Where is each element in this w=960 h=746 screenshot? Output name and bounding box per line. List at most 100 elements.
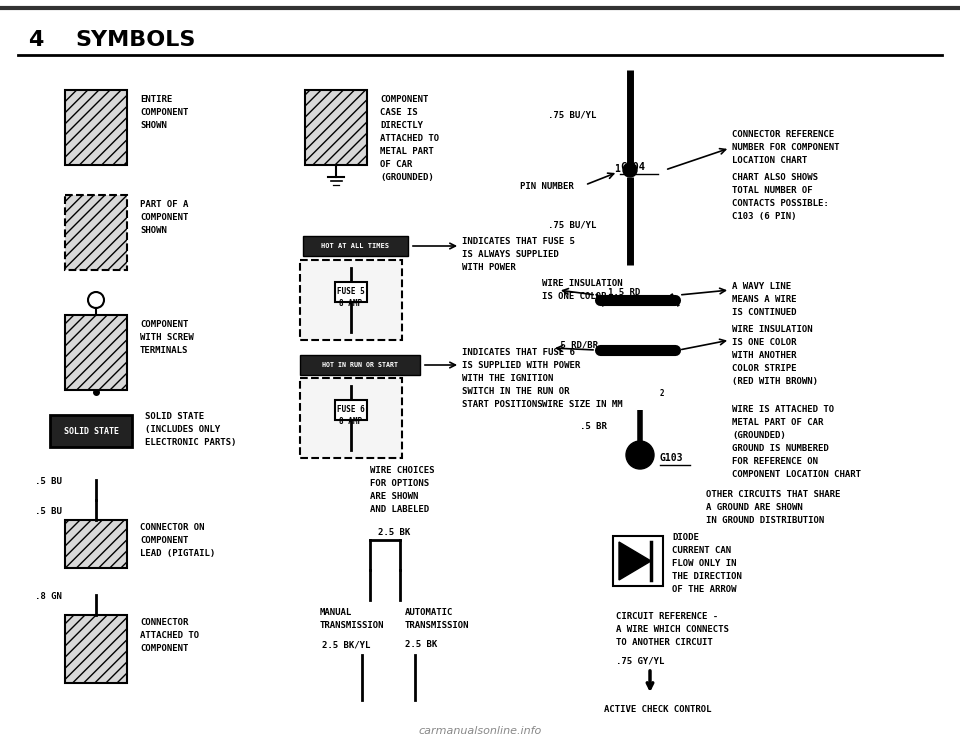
Text: LEAD (PIGTAIL): LEAD (PIGTAIL) — [140, 549, 215, 558]
Bar — [300, 355, 420, 375]
Circle shape — [623, 163, 637, 177]
Text: IS ONE COLOR: IS ONE COLOR — [732, 338, 797, 347]
Text: TOTAL NUMBER OF: TOTAL NUMBER OF — [732, 186, 812, 195]
Polygon shape — [619, 542, 651, 580]
Text: IS ONE COLOR: IS ONE COLOR — [542, 292, 607, 301]
Text: SYMBOLS: SYMBOLS — [75, 30, 196, 50]
Text: FUSE 6: FUSE 6 — [337, 406, 365, 415]
Text: COMPONENT: COMPONENT — [380, 95, 428, 104]
Text: OF CAR: OF CAR — [380, 160, 412, 169]
Text: IS CONTINUED: IS CONTINUED — [732, 308, 797, 317]
Text: OTHER CIRCUITS THAT SHARE: OTHER CIRCUITS THAT SHARE — [706, 490, 840, 499]
Text: TRANSMISSION: TRANSMISSION — [405, 621, 469, 630]
Text: FOR REFERENCE ON: FOR REFERENCE ON — [732, 457, 818, 466]
Text: IS ALWAYS SUPPLIED: IS ALWAYS SUPPLIED — [462, 250, 559, 259]
Text: SOLID STATE: SOLID STATE — [145, 412, 204, 421]
Text: ENTIRE: ENTIRE — [140, 95, 172, 104]
Text: START POSITIONS: START POSITIONS — [462, 400, 542, 409]
Text: CONTACTS POSSIBLE:: CONTACTS POSSIBLE: — [732, 199, 828, 208]
Text: 8 AMP: 8 AMP — [340, 418, 363, 427]
Text: 2.5 BK: 2.5 BK — [378, 528, 410, 537]
Text: (INCLUDES ONLY: (INCLUDES ONLY — [145, 425, 220, 434]
Text: A WAVY LINE: A WAVY LINE — [732, 282, 791, 291]
Bar — [335, 282, 367, 302]
Text: MEANS A WIRE: MEANS A WIRE — [732, 295, 797, 304]
Text: G103: G103 — [660, 453, 684, 463]
Text: SHOWN: SHOWN — [140, 226, 167, 235]
Text: FOR OPTIONS: FOR OPTIONS — [370, 479, 429, 488]
Text: PIN NUMBER: PIN NUMBER — [520, 182, 574, 191]
Text: C104: C104 — [620, 162, 645, 172]
Text: 4: 4 — [28, 30, 43, 50]
Text: 1: 1 — [614, 164, 620, 174]
Text: C103 (6 PIN): C103 (6 PIN) — [732, 212, 797, 221]
Bar — [300, 378, 402, 458]
Text: A GROUND ARE SHOWN: A GROUND ARE SHOWN — [706, 503, 803, 512]
Text: LOCATION CHART: LOCATION CHART — [732, 156, 807, 165]
Circle shape — [626, 441, 654, 469]
Text: WITH SCREW: WITH SCREW — [140, 333, 194, 342]
Text: CHART ALSO SHOWS: CHART ALSO SHOWS — [732, 173, 818, 182]
Text: IS SUPPLIED WITH POWER: IS SUPPLIED WITH POWER — [462, 361, 580, 370]
Text: carmanualsonline.info: carmanualsonline.info — [419, 726, 541, 736]
Text: HOT IN RUN OR START: HOT IN RUN OR START — [322, 362, 398, 368]
Text: COMPONENT LOCATION CHART: COMPONENT LOCATION CHART — [732, 470, 861, 479]
Text: .8 GN: .8 GN — [35, 592, 61, 601]
Text: 2: 2 — [660, 389, 664, 398]
Text: NUMBER FOR COMPONENT: NUMBER FOR COMPONENT — [732, 143, 839, 152]
Text: .75 GY/YL: .75 GY/YL — [616, 656, 664, 665]
Text: WIRE CHOICES: WIRE CHOICES — [370, 466, 435, 475]
Text: A WIRE WHICH CONNECTS: A WIRE WHICH CONNECTS — [616, 625, 729, 634]
Text: TERMINALS: TERMINALS — [140, 346, 188, 355]
Bar — [613, 536, 663, 586]
Text: OF THE ARROW: OF THE ARROW — [672, 585, 736, 594]
Text: ELECTRONIC PARTS): ELECTRONIC PARTS) — [145, 438, 236, 447]
Text: COMPONENT: COMPONENT — [140, 320, 188, 329]
Text: FUSE 5: FUSE 5 — [337, 287, 365, 296]
Text: (GROUNDED): (GROUNDED) — [380, 173, 434, 182]
Bar — [65, 520, 127, 568]
Text: COMPONENT: COMPONENT — [140, 644, 188, 653]
Text: THE DIRECTION: THE DIRECTION — [672, 572, 742, 581]
Text: COMPONENT: COMPONENT — [140, 213, 188, 222]
Text: FLOW ONLY IN: FLOW ONLY IN — [672, 559, 736, 568]
Text: METAL PART: METAL PART — [380, 147, 434, 156]
Text: WIRE IS ATTACHED TO: WIRE IS ATTACHED TO — [732, 405, 834, 414]
Text: WITH ANOTHER: WITH ANOTHER — [732, 351, 797, 360]
Text: .5 RD/BR: .5 RD/BR — [555, 340, 598, 349]
Text: 2.5 BK: 2.5 BK — [405, 640, 437, 649]
Text: COLOR STRIPE: COLOR STRIPE — [732, 364, 797, 373]
Text: HOT AT ALL TIMES: HOT AT ALL TIMES — [321, 243, 389, 249]
Text: IN GROUND DISTRIBUTION: IN GROUND DISTRIBUTION — [706, 516, 825, 525]
Text: CONNECTOR: CONNECTOR — [140, 618, 188, 627]
Bar — [65, 315, 127, 390]
Text: SOLID STATE: SOLID STATE — [63, 427, 118, 436]
Text: TRANSMISSION: TRANSMISSION — [320, 621, 385, 630]
Text: CURRENT CAN: CURRENT CAN — [672, 546, 732, 555]
Text: ACTIVE CHECK CONTROL: ACTIVE CHECK CONTROL — [604, 705, 711, 714]
Text: 1.5 RD: 1.5 RD — [608, 288, 640, 297]
Bar — [303, 236, 408, 256]
Text: DIRECTLY: DIRECTLY — [380, 121, 423, 130]
Text: WIRE INSULATION: WIRE INSULATION — [542, 279, 623, 288]
Text: CONNECTOR ON: CONNECTOR ON — [140, 523, 204, 532]
Text: SWITCH IN THE RUN OR: SWITCH IN THE RUN OR — [462, 387, 569, 396]
Text: WIRE SIZE IN MM: WIRE SIZE IN MM — [542, 400, 623, 409]
Text: WIRE INSULATION: WIRE INSULATION — [732, 325, 812, 334]
Text: 2.5 BK/YL: 2.5 BK/YL — [322, 640, 371, 649]
Bar — [50, 415, 132, 447]
Text: .5 BU: .5 BU — [35, 507, 61, 516]
Text: METAL PART OF CAR: METAL PART OF CAR — [732, 418, 824, 427]
Text: TO ANOTHER CIRCUIT: TO ANOTHER CIRCUIT — [616, 638, 712, 647]
Text: ARE SHOWN: ARE SHOWN — [370, 492, 419, 501]
Text: CONNECTOR REFERENCE: CONNECTOR REFERENCE — [732, 130, 834, 139]
Text: INDICATES THAT FUSE 6: INDICATES THAT FUSE 6 — [462, 348, 575, 357]
Text: WITH POWER: WITH POWER — [462, 263, 516, 272]
Text: CIRCUIT REFERENCE -: CIRCUIT REFERENCE - — [616, 612, 718, 621]
Bar — [65, 615, 127, 683]
Text: .75 BU/YL: .75 BU/YL — [548, 220, 596, 229]
Text: (RED WITH BROWN): (RED WITH BROWN) — [732, 377, 818, 386]
Text: .5 BR: .5 BR — [580, 422, 607, 431]
Bar — [65, 90, 127, 165]
Text: WITH THE IGNITION: WITH THE IGNITION — [462, 374, 553, 383]
